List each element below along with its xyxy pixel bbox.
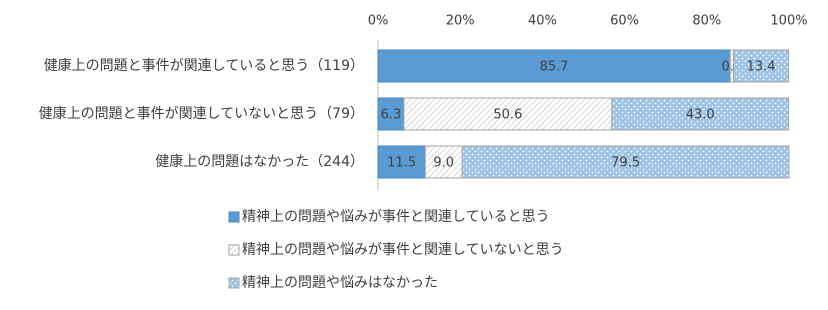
value-label: 79.5 bbox=[611, 156, 640, 171]
category-label: 健康上の問題と事件が関連していると思う（119） bbox=[44, 57, 364, 74]
value-label: 13.4 bbox=[747, 60, 776, 75]
legend-label: 精神上の問題や悩みが事件と関連していないと思う bbox=[242, 242, 564, 258]
bar-segment bbox=[461, 145, 790, 179]
value-label: 50.6 bbox=[493, 108, 522, 123]
legend-swatch bbox=[228, 244, 240, 256]
bar-segment bbox=[611, 97, 790, 131]
bar-segment bbox=[424, 145, 463, 179]
value-label: 9.0 bbox=[433, 156, 454, 171]
category-label: 健康上の問題はなかった（244） bbox=[155, 153, 364, 170]
value-label: 6.3 bbox=[381, 108, 402, 123]
legend-label: 精神上の問題や悩みはなかった bbox=[242, 275, 438, 291]
legend-swatch bbox=[228, 211, 240, 223]
x-tick-label: 80% bbox=[692, 14, 721, 29]
value-label: 11.5 bbox=[387, 156, 416, 171]
bar-segment bbox=[377, 145, 426, 179]
x-tick-label: 60% bbox=[610, 14, 639, 29]
category-label: 健康上の問題と事件が関連していないと思う（79） bbox=[39, 105, 364, 122]
x-tick-label: 100% bbox=[770, 14, 807, 29]
x-tick-label: 0% bbox=[368, 14, 389, 29]
legend-label: 精神上の問題や悩みが事件と関連していると思う bbox=[242, 209, 550, 225]
x-tick-label: 40% bbox=[528, 14, 557, 29]
value-label: 85.7 bbox=[540, 60, 569, 75]
value-label: 43.0 bbox=[686, 108, 715, 123]
bar-segment bbox=[733, 49, 790, 83]
x-tick-label: 20% bbox=[446, 14, 475, 29]
bar-segment bbox=[403, 97, 613, 131]
legend-swatch bbox=[228, 277, 240, 289]
